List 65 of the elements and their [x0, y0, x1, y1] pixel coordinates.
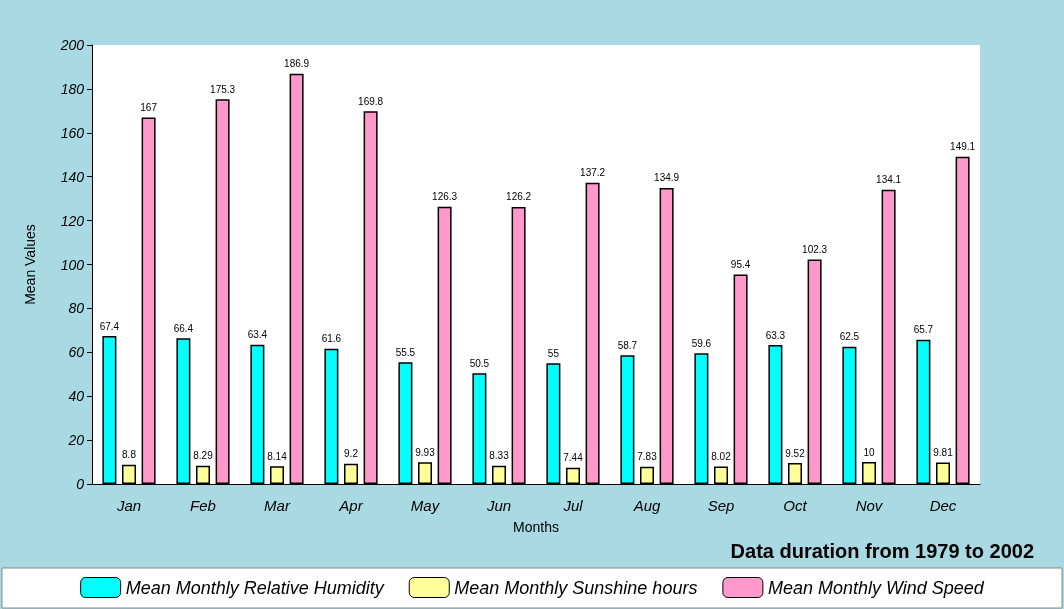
data-label: 167	[140, 101, 158, 113]
data-label: 59.6	[691, 337, 712, 349]
y-tick-label: 60	[68, 344, 85, 361]
data-label: 7.83	[637, 451, 658, 463]
data-label: 169.8	[358, 95, 384, 107]
x-tick-label: Aug	[632, 497, 661, 514]
y-tick-label: 140	[60, 168, 85, 185]
y-tick-label: 0	[76, 476, 85, 492]
x-tick-label: Mar	[264, 497, 291, 514]
legend-label: Mean Monthly Relative Humidity	[125, 577, 385, 598]
data-label: 102.3	[802, 243, 828, 255]
data-label: 62.5	[839, 331, 860, 343]
y-tick-label: 80	[68, 300, 85, 317]
x-tick-label: Jul	[562, 497, 584, 514]
legend-label: Mean Monthly Wind Speed	[767, 577, 985, 598]
data-label: 95.4	[730, 259, 751, 271]
data-label: 149.1	[950, 141, 976, 153]
data-label: 8.29	[193, 450, 214, 462]
data-label: 65.7	[913, 324, 934, 336]
data-label: 7.44	[563, 452, 584, 464]
x-tick-label: Feb	[190, 497, 216, 514]
y-tick-label: 200	[59, 37, 85, 53]
data-label: 126.3	[432, 191, 458, 203]
data-label: 126.2	[506, 191, 532, 203]
x-tick-label: May	[410, 497, 441, 514]
y-tick-label: 100	[60, 256, 85, 273]
data-label: 134.9	[654, 172, 680, 184]
data-label: 137.2	[580, 167, 606, 179]
data-label: 63.4	[247, 329, 268, 341]
y-tick-label: 120	[60, 212, 85, 229]
y-tick-label: 160	[60, 124, 85, 141]
data-label: 8.8	[122, 449, 137, 461]
x-tick-label: Sep	[707, 497, 735, 514]
x-tick-label: Apr	[338, 497, 364, 514]
data-label: 134.1	[876, 174, 902, 186]
data-label: 186.9	[284, 58, 310, 70]
data-label: 175.3	[210, 83, 236, 95]
data-label: 66.4	[173, 322, 194, 334]
y-tick-label: 20	[67, 432, 85, 449]
data-label: 8.02	[711, 450, 732, 462]
data-label: 9.2	[344, 448, 359, 460]
data-label: 67.4	[99, 320, 120, 332]
data-label: 9.93	[415, 446, 436, 458]
data-label: 8.33	[489, 450, 510, 462]
data-label: 9.81	[933, 446, 954, 458]
x-tick-label: Jan	[115, 497, 142, 514]
y-tick-label: 40	[68, 388, 85, 405]
data-label: 55	[547, 347, 560, 359]
x-tick-label: Nov	[855, 497, 884, 514]
x-tick-label: Dec	[929, 497, 957, 514]
data-label: 9.52	[785, 447, 806, 459]
y-tick-label: 180	[60, 80, 85, 97]
x-tick-label: Jun	[485, 497, 512, 514]
text: Data duration from 1979 to 2002	[730, 540, 1035, 562]
data-label: 55.5	[395, 346, 416, 358]
x-axis-title: Months	[513, 519, 559, 535]
data-label: 61.6	[321, 333, 342, 345]
legend-label: Mean Monthly Sunshine hours	[454, 577, 698, 598]
data-label: 63.3	[765, 329, 786, 341]
data-label: 58.7	[617, 339, 638, 351]
data-label: 50.5	[469, 357, 490, 369]
data-label: 8.14	[267, 450, 288, 462]
x-tick-label: Oct	[783, 497, 808, 514]
y-axis-title: Mean Values	[22, 224, 38, 305]
data-label: 10	[863, 446, 875, 458]
